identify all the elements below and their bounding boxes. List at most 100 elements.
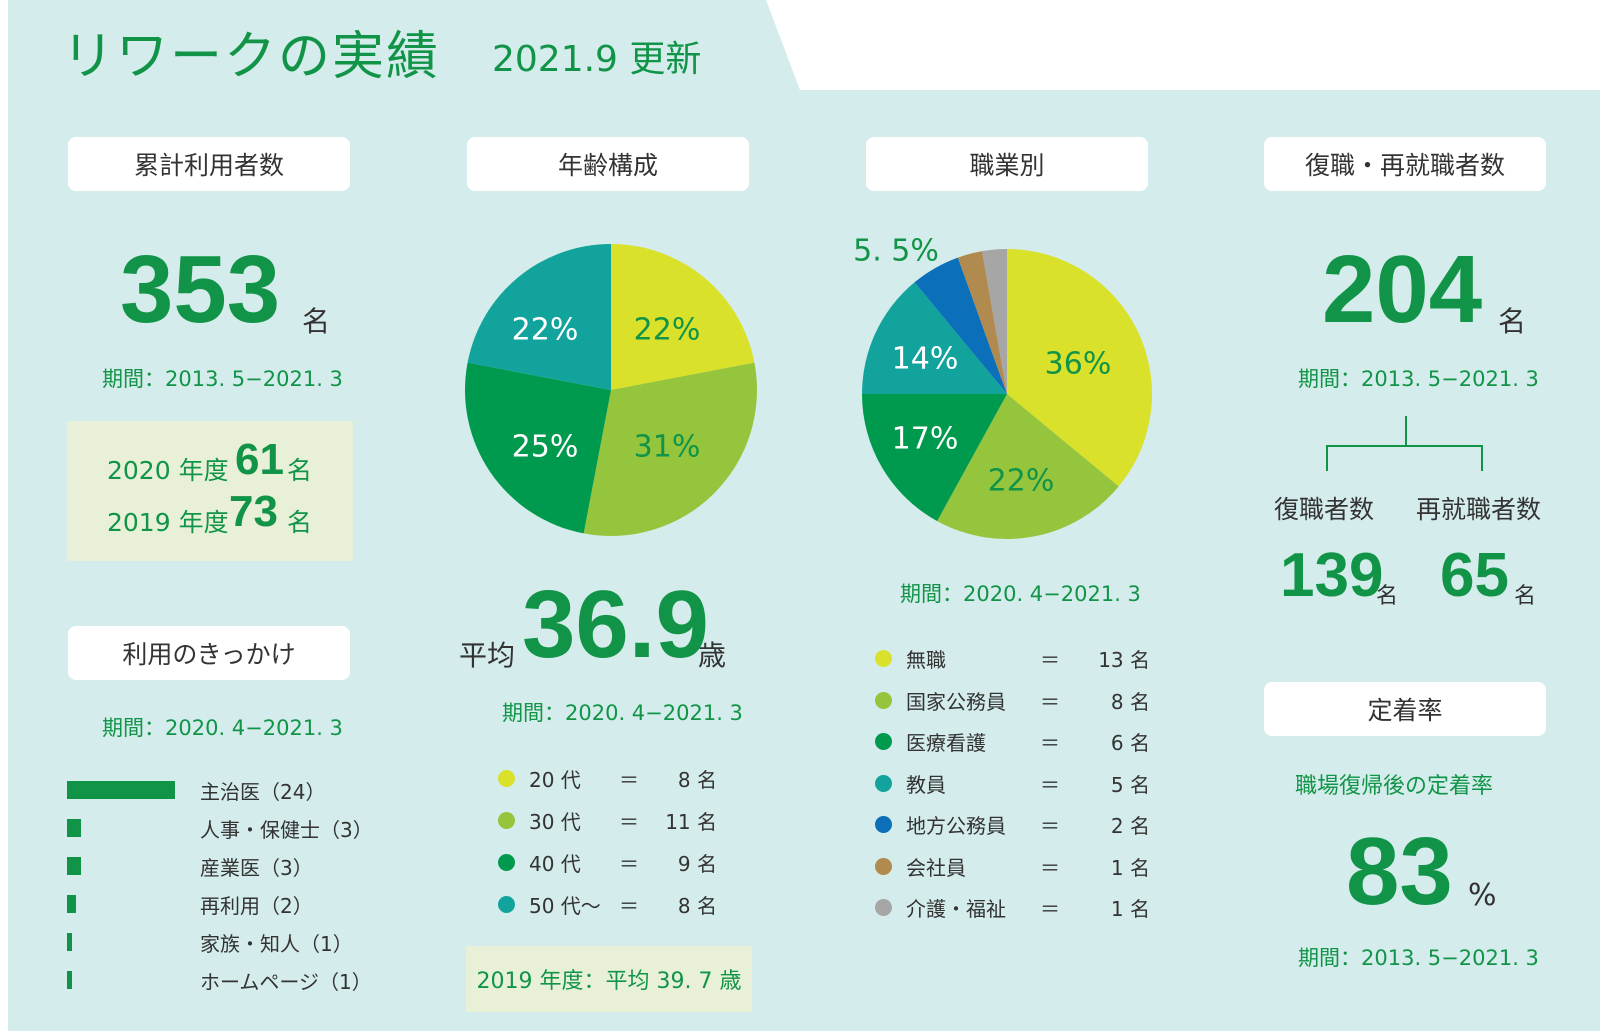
bar-label: ホームページ（1） <box>200 970 372 994</box>
bar-label: 産業医（3） <box>200 856 313 880</box>
legend-dot-icon <box>498 854 515 871</box>
update-date: 2021.9 更新 <box>492 39 702 80</box>
reemploy-value: 65 <box>1440 541 1509 610</box>
year-2019-unit: 名 <box>287 508 313 537</box>
legend-count: 6 名 <box>1110 731 1150 755</box>
legend-name: 地方公務員 <box>906 814 1006 838</box>
legend-dot-icon <box>875 774 892 792</box>
cumulative-unit: 名 <box>302 305 331 338</box>
bar <box>67 857 81 875</box>
pie-slice <box>862 394 1007 522</box>
retention-value: 83 <box>1346 818 1453 925</box>
legend-dot-icon <box>875 733 892 750</box>
bar-label: 人事・保健士（3） <box>200 818 373 842</box>
legend-name: 30 代 <box>529 810 581 834</box>
age-2019-note: 2019 年度：平均 39. 7 歳 <box>476 969 742 994</box>
pie-slice-label: 25% <box>511 429 579 465</box>
cumulative-period: 期間：2013. 5−2021. 3 <box>102 367 343 391</box>
occupation-label: 職業別 <box>866 137 1148 191</box>
age-period: 期間：2020. 4−2021. 3 <box>502 701 743 725</box>
age-avg-unit: 歳 <box>698 639 727 672</box>
pie-slice <box>583 362 757 536</box>
pie-slice-label: 5. 5% <box>853 233 939 269</box>
legend-item: 教員 ＝ 5 名 <box>875 769 1150 798</box>
pie-slice-label: 31% <box>633 429 701 465</box>
legend-name: 国家公務員 <box>906 689 1006 714</box>
legend-name: 会社員 <box>906 855 966 880</box>
bar-row <box>67 818 81 838</box>
pie-slice-label: 36% <box>1044 346 1112 382</box>
retention-unit: % <box>1468 878 1497 913</box>
legend-count: 1 名 <box>1110 897 1150 921</box>
pie-slice <box>937 394 1119 539</box>
pie-slice-label: 17% <box>891 421 959 457</box>
legend-equals: ＝ <box>1040 689 1060 714</box>
year-2019-value: 73 <box>229 487 278 536</box>
pie-slice <box>982 249 1007 394</box>
pie-slice-label: 22% <box>987 463 1055 499</box>
tree-connector <box>1326 445 1483 447</box>
legend-dot-icon <box>875 857 892 875</box>
bar <box>67 971 72 989</box>
legend-equals: ＝ <box>1040 648 1060 672</box>
legend-equals: ＝ <box>619 768 639 792</box>
legend-equals: ＝ <box>1040 814 1060 838</box>
return-unit: 名 <box>1498 305 1527 338</box>
legend-item: 国家公務員 ＝ 8 名 <box>875 686 1150 715</box>
legend-dot-icon <box>875 816 892 833</box>
legend-name: 40 代 <box>529 852 581 876</box>
pie-slice <box>467 244 611 390</box>
reemploy-label: 再就職者数 <box>1416 495 1542 524</box>
legend-dot-icon <box>498 896 515 913</box>
year-2020-unit: 名 <box>287 456 313 485</box>
legend-count: 5 名 <box>1110 772 1150 797</box>
legend-dot-icon <box>875 899 892 916</box>
legend-dot-icon <box>498 812 515 829</box>
return-label: 復職・再就職者数 <box>1264 137 1546 191</box>
legend-name: 教員 <box>906 772 946 797</box>
legend-count: 8 名 <box>677 768 717 792</box>
legend-name: 50 代〜 <box>529 894 601 918</box>
tree-connector <box>1481 445 1483 471</box>
pie-slice-label: 22% <box>511 312 579 348</box>
legend-dot-icon <box>498 770 515 787</box>
cumulative-label: 累計利用者数 <box>68 137 350 191</box>
bar-label: 主治医（24） <box>200 780 326 804</box>
return-value: 204 <box>1322 236 1483 343</box>
reemploy-unit: 名 <box>1514 584 1537 609</box>
legend-count: 8 名 <box>677 894 717 918</box>
legend-equals: ＝ <box>619 810 639 834</box>
legend-equals: ＝ <box>619 852 639 876</box>
legend-item: 会社員 ＝ 1 名 <box>875 852 1150 881</box>
return-period: 期間：2013. 5−2021. 3 <box>1298 367 1539 391</box>
legend-equals: ＝ <box>619 894 639 918</box>
bar-row <box>67 932 72 952</box>
legend-equals: ＝ <box>1040 897 1060 921</box>
legend-count: 8 名 <box>1110 689 1150 714</box>
year-2020-value: 61 <box>235 435 284 484</box>
pie-slice-label: 14% <box>891 341 959 377</box>
legend-dot-icon <box>875 691 892 709</box>
legend-equals: ＝ <box>1040 772 1060 797</box>
bar-row <box>67 970 72 990</box>
bar <box>67 895 76 913</box>
legend-count: 11 名 <box>665 810 717 834</box>
rehire-unit: 名 <box>1376 584 1399 609</box>
legend-item: 地方公務員 ＝ 2 名 <box>875 810 1150 839</box>
occupation-period: 期間：2020. 4−2021. 3 <box>900 582 1141 606</box>
bar <box>67 933 72 951</box>
age-2019-note-box: 2019 年度：平均 39. 7 歳 <box>466 946 752 1012</box>
rehire-label: 復職者数 <box>1274 495 1375 524</box>
legend-item: 20 代 ＝ 8 名 <box>498 764 717 793</box>
tree-connector <box>1326 445 1328 471</box>
legend-item: 30 代 ＝ 11 名 <box>498 806 717 835</box>
pie-slice <box>465 362 611 534</box>
bar-row <box>67 780 175 800</box>
pie-slice <box>862 282 1007 394</box>
retention-sublabel: 職場復帰後の定着率 <box>1295 774 1494 799</box>
yearly-box: 2020 年度 61 名 2019 年度 73 名 <box>67 421 353 561</box>
trigger-label: 利用のきっかけ <box>68 626 350 680</box>
legend-dot-icon <box>875 650 892 667</box>
